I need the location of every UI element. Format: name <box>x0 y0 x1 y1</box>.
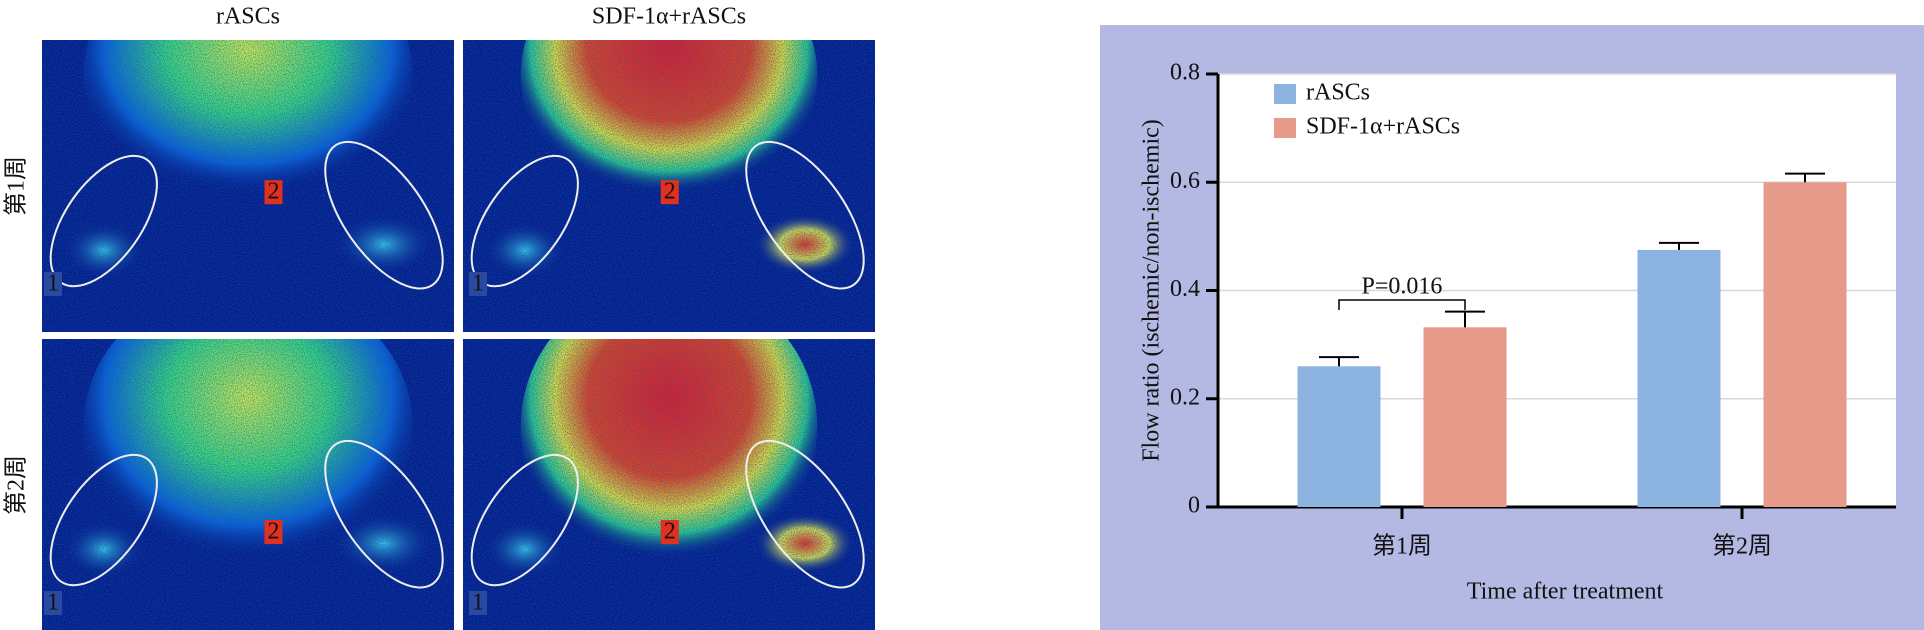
y-tick-label: 0 <box>1188 493 1200 519</box>
image-content: 12 <box>42 40 454 332</box>
image-content: 12 <box>463 339 875 630</box>
legend-swatch <box>1274 118 1296 138</box>
marker-label: 1 <box>472 590 484 616</box>
marker-box <box>264 180 283 205</box>
y-tick-label: 0.4 <box>1170 276 1200 302</box>
marker-label: 2 <box>267 179 279 205</box>
row-label: 第2周 <box>3 455 30 515</box>
marker-box <box>44 272 62 296</box>
speckle <box>463 339 875 630</box>
column-label: rASCs <box>216 4 280 30</box>
annotation: P=0.016 <box>1362 274 1443 300</box>
roi-right <box>324 439 444 589</box>
x-tick-label: 第2周 <box>1712 533 1772 560</box>
y-tick-label: 0.2 <box>1170 384 1200 410</box>
bar <box>1297 366 1381 507</box>
y-tick-label: 0.8 <box>1170 60 1200 86</box>
y-axis-label: Flow ratio (ischemic/non-ischemic) <box>1139 119 1165 462</box>
marker-box <box>660 180 679 205</box>
legend-label: rASCs <box>1306 80 1370 106</box>
roi-right <box>324 140 444 290</box>
bar <box>1637 249 1721 507</box>
chart: 0 0.2 0.4 0.6 0.8 第1周 第2周 P=0.016 rASCs SDF-1α+rA… <box>1139 60 1896 605</box>
marker-label: 2 <box>267 519 279 545</box>
marker-box <box>660 520 679 545</box>
bar <box>1423 327 1507 507</box>
x-tick-label: 第1周 <box>1372 533 1432 560</box>
marker-label: 1 <box>47 271 59 297</box>
marker-box <box>469 272 487 296</box>
image-content: 12 <box>42 339 454 630</box>
marker-label: 1 <box>472 271 484 297</box>
flow-image: 12 <box>463 40 875 332</box>
roi-right <box>745 439 865 589</box>
marker-label: 2 <box>664 179 676 205</box>
legend-label: SDF-1α+rASCs <box>1306 114 1460 140</box>
flow-image: 12 <box>463 339 875 630</box>
column-label: SDF-1α+rASCs <box>592 4 746 30</box>
marker-label: 2 <box>664 519 676 545</box>
x-axis-label: Time after treatment <box>1467 579 1664 605</box>
speckle <box>42 40 454 332</box>
flow-image: 12 <box>42 339 454 630</box>
y-tick-label: 0.6 <box>1170 168 1200 194</box>
roi-right <box>745 140 865 290</box>
image-content: 12 <box>463 40 875 332</box>
bar <box>1763 182 1847 507</box>
marker-box <box>44 591 62 615</box>
roi-left <box>49 453 158 587</box>
marker-label: 1 <box>47 590 59 616</box>
marker-box <box>469 591 487 615</box>
flow-image: 12 <box>42 40 454 332</box>
roi-left <box>470 453 579 587</box>
legend-swatch <box>1274 84 1296 104</box>
marker-box <box>264 520 283 545</box>
row-label: 第1周 <box>3 156 30 216</box>
speckle <box>42 339 454 630</box>
significance-bracket <box>1338 299 1466 310</box>
